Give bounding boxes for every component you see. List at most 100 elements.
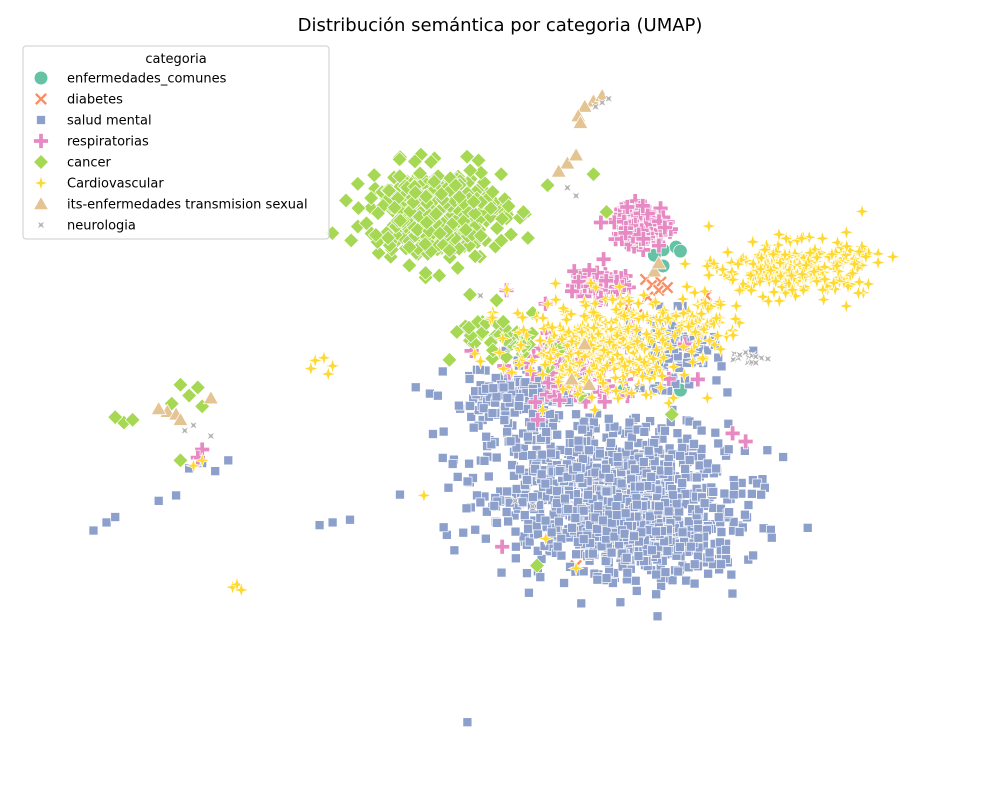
data-point [684, 516, 694, 527]
data-point [691, 472, 702, 483]
data-point [578, 566, 589, 577]
data-point [598, 356, 616, 375]
data-point [612, 452, 623, 462]
data-point [705, 254, 723, 273]
data-point [696, 444, 707, 454]
legend-item: its-enfermedades transmision sexual [32, 195, 308, 213]
data-point [499, 415, 510, 426]
points-layer [88, 87, 902, 728]
data-point [619, 528, 630, 539]
legend-label: cancer [67, 156, 111, 171]
data-point [829, 262, 847, 280]
data-point [563, 504, 574, 515]
data-point [576, 347, 594, 366]
legend-label: its-enfermedades transmision sexual [67, 198, 308, 213]
legend-frame [22, 45, 330, 240]
data-point [750, 351, 761, 362]
data-point [391, 168, 408, 185]
data-point [510, 553, 521, 564]
data-point [634, 307, 652, 326]
data-point [646, 472, 657, 482]
data-point [546, 527, 557, 538]
data-point [615, 307, 634, 325]
data-point [391, 151, 408, 168]
data-point [509, 470, 519, 481]
data-point [629, 464, 640, 475]
data-point [722, 387, 733, 398]
data-point [683, 353, 702, 371]
data-point [571, 190, 581, 201]
data-point [700, 331, 719, 350]
data-point [808, 248, 826, 267]
data-point [407, 184, 424, 201]
data-point [498, 280, 516, 299]
data-point [582, 274, 600, 292]
data-point [484, 350, 501, 367]
data-point [415, 486, 433, 505]
data-point [681, 575, 691, 586]
data-point [593, 214, 609, 231]
data-point [515, 204, 532, 221]
series-its-enfermedades-transmision-sexual [150, 87, 667, 426]
data-point [696, 294, 714, 312]
data-point [702, 458, 713, 469]
data-point [540, 515, 551, 526]
data-point [536, 529, 555, 548]
data-point [595, 448, 605, 459]
data-point [569, 344, 588, 362]
data-point [617, 225, 634, 241]
data-point [699, 498, 710, 509]
data-point [667, 490, 678, 501]
legend: categoria enfermedades_comunes diabetes sa… [22, 45, 330, 240]
data-point [802, 522, 813, 533]
data-point [545, 409, 555, 419]
data-point [595, 251, 612, 267]
data-point [653, 367, 671, 385]
data-point [694, 349, 712, 368]
data-point [573, 435, 584, 446]
data-point [101, 517, 112, 528]
data-point [406, 153, 423, 170]
data-point [494, 538, 510, 555]
data-point [587, 548, 598, 559]
data-point [606, 547, 617, 558]
data-point [857, 247, 875, 266]
data-point [363, 190, 380, 206]
data-point [543, 318, 561, 337]
data-point [721, 544, 731, 555]
data-point [783, 281, 802, 299]
data-point [527, 501, 538, 512]
data-point [682, 342, 701, 361]
data-point [518, 451, 528, 461]
data-point [771, 254, 789, 272]
data-point [767, 272, 785, 290]
legend-item: cancer [33, 154, 111, 171]
data-point [727, 588, 738, 599]
data-point [724, 507, 734, 517]
data-point [603, 413, 614, 424]
data-point [707, 309, 726, 327]
data-point [610, 278, 629, 296]
data-point [615, 597, 626, 608]
data-point [620, 292, 638, 310]
data-point [609, 421, 620, 432]
data-point [562, 182, 573, 193]
legend-entries: enfermedades_comunes diabetes salud mental… [32, 70, 308, 234]
data-point [172, 452, 189, 469]
data-point [546, 389, 563, 405]
data-point [494, 210, 511, 227]
data-point [698, 389, 717, 407]
data-point [629, 294, 648, 313]
data-point [475, 290, 486, 301]
data-point [433, 390, 443, 401]
data-point [692, 305, 711, 323]
data-point [674, 304, 693, 323]
data-point [486, 439, 497, 450]
data-point [418, 214, 435, 231]
data-point [437, 366, 448, 377]
data-point [526, 450, 537, 460]
data-point [727, 297, 745, 315]
legend-marker [36, 220, 46, 230]
data-point [728, 517, 739, 527]
data-point [502, 363, 521, 382]
